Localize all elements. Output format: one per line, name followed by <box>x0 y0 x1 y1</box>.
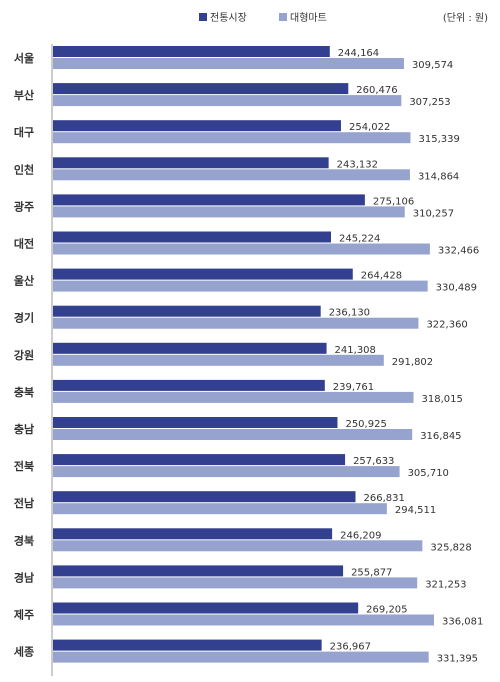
bar-large-mart <box>53 391 414 403</box>
bar-large-mart <box>53 577 418 589</box>
bar-large-mart <box>53 614 434 626</box>
data-label-traditional-market: 236,130 <box>329 308 370 319</box>
data-label-traditional-market: 264,428 <box>361 271 402 282</box>
category-label: 충북 <box>14 385 34 399</box>
category-label: 대전 <box>14 237 34 251</box>
category-label: 대구 <box>14 125 34 139</box>
bar-traditional-market <box>53 120 341 132</box>
data-label-traditional-market: 244,164 <box>338 48 379 59</box>
data-label-large-mart: 294,511 <box>395 505 436 516</box>
data-label-large-mart: 325,828 <box>430 542 471 553</box>
bar-traditional-market <box>53 491 356 503</box>
bar-large-mart <box>53 169 410 181</box>
bar-traditional-market <box>53 268 353 280</box>
bar-large-mart <box>53 132 411 144</box>
category-label: 강원 <box>14 348 34 362</box>
unit-note: (단위 : 원) <box>443 11 488 24</box>
category-label: 전북 <box>14 459 34 473</box>
data-label-traditional-market: 245,224 <box>339 234 380 245</box>
bar-large-mart <box>53 58 404 69</box>
data-label-traditional-market: 250,925 <box>345 419 386 430</box>
data-label-traditional-market: 275,106 <box>373 196 414 207</box>
data-label-traditional-market: 269,205 <box>366 605 407 616</box>
data-label-large-mart: 336,081 <box>442 617 483 628</box>
legend-swatch-traditional-market <box>199 13 207 21</box>
data-label-large-mart: 316,845 <box>420 431 461 442</box>
category-label: 서울 <box>14 51 34 65</box>
data-label-large-mart: 310,257 <box>413 208 454 219</box>
bar-large-mart <box>53 206 405 218</box>
data-label-traditional-market: 260,476 <box>356 85 397 96</box>
data-label-large-mart: 291,802 <box>392 357 433 368</box>
category-label: 제주 <box>14 608 34 622</box>
bar-traditional-market <box>53 342 327 354</box>
bar-large-mart <box>53 95 402 107</box>
data-label-large-mart: 318,015 <box>422 394 463 405</box>
data-label-traditional-market: 236,967 <box>330 642 371 653</box>
bar-traditional-market <box>53 417 338 428</box>
bar-traditional-market <box>53 454 346 466</box>
data-label-traditional-market: 257,633 <box>353 456 394 467</box>
data-label-traditional-market: 266,831 <box>363 493 404 504</box>
data-label-large-mart: 321,253 <box>425 579 466 590</box>
legend: 전통시장 대형마트 <box>199 12 327 24</box>
category-label: 충남 <box>14 422 34 436</box>
data-label-traditional-market: 246,209 <box>340 530 381 541</box>
data-label-large-mart: 331,395 <box>437 654 478 665</box>
bar-large-mart <box>53 466 400 478</box>
data-label-large-mart: 315,339 <box>418 134 459 145</box>
bar-large-mart <box>53 280 428 292</box>
category-label: 경남 <box>14 570 34 584</box>
category-label: 경북 <box>14 533 34 547</box>
legend-label-traditional-market: 전통시장 <box>210 12 247 24</box>
bar-traditional-market <box>53 305 321 317</box>
bar-large-mart <box>53 317 419 329</box>
bar-traditional-market <box>53 157 329 169</box>
data-label-large-mart: 332,466 <box>438 246 479 257</box>
category-label: 부산 <box>14 88 34 102</box>
data-label-traditional-market: 255,877 <box>351 567 392 578</box>
data-label-traditional-market: 243,132 <box>337 159 378 170</box>
category-label: 울산 <box>14 274 34 288</box>
category-label: 세종 <box>14 645 34 659</box>
bar-large-mart <box>53 503 387 515</box>
bar-traditional-market <box>53 639 322 651</box>
data-label-large-mart: 330,489 <box>436 283 477 294</box>
data-label-large-mart: 309,574 <box>412 60 453 71</box>
data-label-traditional-market: 241,308 <box>335 345 376 356</box>
bar-large-mart <box>53 651 429 663</box>
data-label-large-mart: 307,253 <box>409 97 450 108</box>
bar-large-mart <box>53 243 430 255</box>
bar-traditional-market <box>53 83 349 95</box>
data-label-traditional-market: 239,761 <box>333 382 374 393</box>
bar-traditional-market <box>53 565 344 577</box>
category-label: 광주 <box>14 200 34 213</box>
bar-large-mart <box>53 540 423 552</box>
data-label-large-mart: 305,710 <box>408 468 449 479</box>
bar-large-mart <box>53 354 384 366</box>
data-label-traditional-market: 254,022 <box>349 122 390 133</box>
bar-traditional-market <box>53 528 333 540</box>
category-label: 경기 <box>14 311 34 325</box>
legend-label-large-mart: 대형마트 <box>290 12 327 24</box>
bar-large-mart <box>53 429 413 440</box>
bar-traditional-market <box>53 379 325 391</box>
bar-traditional-market <box>53 46 330 57</box>
bar-traditional-market <box>53 602 359 614</box>
data-label-large-mart: 314,864 <box>418 171 459 182</box>
bar-traditional-market <box>53 231 331 243</box>
bar-traditional-market <box>53 194 365 206</box>
category-label: 전남 <box>14 496 34 510</box>
bars-group: 서울 244,164 309,574 부산 260,476 307,253 대구 254,02… <box>14 46 483 665</box>
category-label: 인천 <box>14 162 34 176</box>
legend-swatch-large-mart <box>279 13 287 21</box>
data-label-large-mart: 322,360 <box>426 320 467 331</box>
